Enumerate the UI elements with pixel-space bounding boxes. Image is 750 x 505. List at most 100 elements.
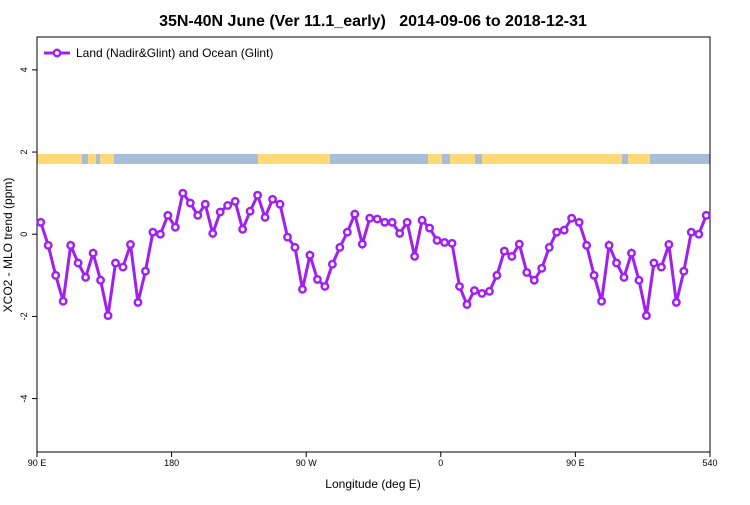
point — [253, 190, 263, 200]
point — [627, 248, 636, 258]
point — [567, 213, 577, 223]
point — [641, 311, 651, 321]
point — [477, 288, 487, 298]
point — [103, 311, 113, 321]
point — [656, 262, 666, 272]
point — [440, 237, 449, 247]
point — [118, 262, 128, 272]
point — [73, 258, 83, 268]
y-axis-label: XCO2 - MLO trend (ppm) — [1, 178, 15, 313]
point — [701, 210, 711, 220]
y-tick-label: -2 — [19, 312, 29, 320]
point — [58, 296, 68, 306]
x-tick-label: 90 E — [566, 458, 585, 468]
point — [417, 215, 427, 225]
point — [612, 258, 621, 268]
point — [559, 225, 569, 235]
point — [470, 286, 479, 295]
point — [66, 240, 76, 250]
x-axis-label: Longitude (deg E) — [325, 477, 420, 491]
point — [208, 228, 218, 238]
x-tick-label: 180 — [164, 458, 179, 468]
point — [260, 212, 270, 222]
point — [507, 251, 517, 261]
point — [634, 275, 644, 285]
point — [455, 281, 464, 291]
point — [387, 217, 397, 227]
point — [694, 229, 704, 239]
point — [432, 235, 442, 245]
point — [200, 199, 210, 209]
ocean — [37, 154, 710, 164]
point — [215, 207, 225, 217]
point — [342, 227, 352, 237]
point — [223, 201, 233, 210]
land — [628, 154, 650, 164]
x-tick-label: 90 E — [28, 458, 47, 468]
point — [664, 240, 674, 249]
point — [350, 209, 360, 219]
point — [357, 239, 367, 249]
point — [290, 242, 300, 252]
point — [305, 250, 315, 260]
legend-marker — [52, 48, 62, 58]
point — [514, 239, 524, 249]
point — [395, 228, 405, 238]
point — [410, 251, 420, 261]
land — [482, 154, 622, 164]
point — [499, 246, 509, 256]
point — [268, 194, 277, 204]
series-line — [39, 189, 708, 316]
point — [574, 217, 584, 227]
point — [372, 214, 382, 224]
point — [298, 284, 307, 294]
land — [88, 154, 96, 164]
point — [238, 224, 248, 234]
point — [604, 240, 614, 250]
point — [552, 227, 562, 237]
point — [365, 213, 375, 223]
y-tick-label: 2 — [19, 150, 29, 155]
point — [447, 238, 457, 248]
point — [380, 217, 390, 227]
land-ocean-band — [37, 154, 710, 164]
point — [148, 227, 158, 237]
point — [544, 242, 554, 252]
plot-frame — [36, 36, 711, 453]
chart-title: 35N-40N June (Ver 11.1_early) 2014-09-06… — [159, 13, 587, 30]
point — [51, 270, 61, 280]
point — [522, 267, 532, 277]
point — [582, 240, 592, 250]
point — [275, 199, 285, 209]
x-tick-label: 90 W — [296, 458, 318, 468]
point — [529, 275, 539, 285]
point — [43, 240, 53, 250]
point — [81, 272, 91, 282]
land — [37, 154, 82, 164]
land — [450, 154, 475, 164]
point — [155, 229, 165, 239]
point — [327, 259, 337, 269]
y-tick-label: -4 — [19, 395, 29, 403]
point — [320, 281, 330, 291]
point — [111, 258, 120, 268]
point — [170, 222, 180, 232]
point — [312, 274, 322, 284]
point — [178, 188, 188, 198]
point — [425, 223, 435, 233]
point — [462, 300, 472, 309]
y-tick-label: 0 — [19, 232, 29, 237]
x-tick-label: 0 — [438, 458, 443, 468]
land — [258, 154, 330, 164]
point — [133, 297, 143, 307]
point — [335, 242, 345, 252]
point — [649, 258, 659, 268]
legend-label: Land (Nadir&Glint) and Ocean (Glint) — [76, 46, 273, 60]
point — [537, 263, 547, 273]
point — [36, 217, 46, 227]
point — [589, 270, 599, 280]
y-tick-label: 4 — [19, 67, 29, 72]
point — [619, 272, 629, 282]
